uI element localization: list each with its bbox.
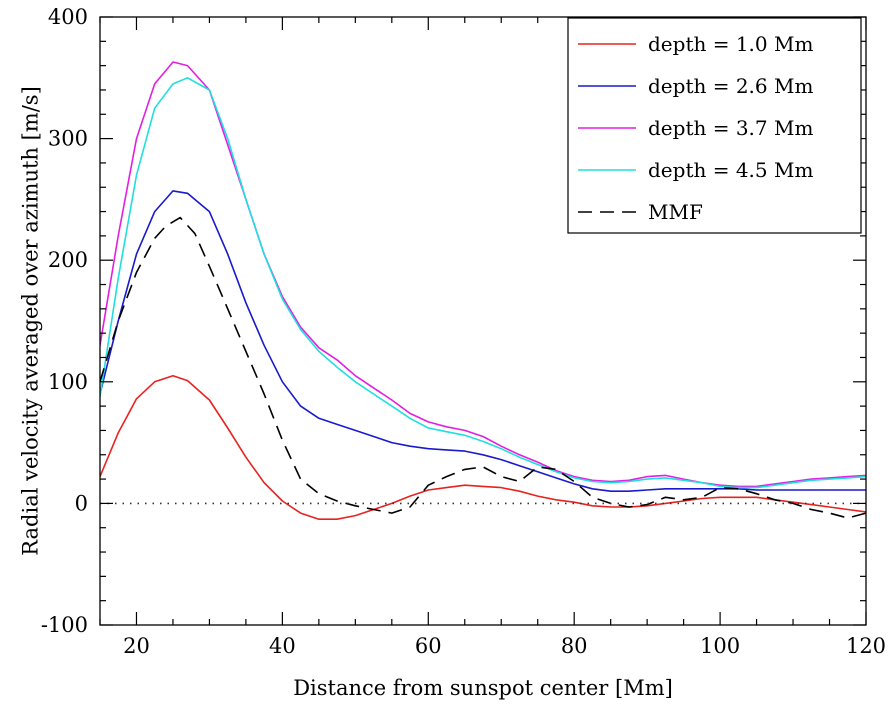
legend-label-depth-2-6: depth = 2.6 Mm bbox=[648, 74, 813, 98]
legend-entry-depth-1-0: depth = 1.0 Mm bbox=[578, 32, 813, 56]
y-tick-label: 100 bbox=[48, 370, 88, 394]
series-line-1 bbox=[100, 190, 866, 493]
y-tick-label: 300 bbox=[48, 127, 88, 151]
x-tick-label: 40 bbox=[269, 634, 296, 658]
legend-label-depth-1-0: depth = 1.0 Mm bbox=[648, 32, 813, 56]
series-layer bbox=[100, 61, 866, 521]
tick-labels-layer: 20 40 60 80 100 120 -100 0 100 200 300 400 bbox=[41, 5, 886, 658]
y-tick-label: 200 bbox=[48, 248, 88, 272]
series-line-0 bbox=[100, 374, 866, 521]
legend-label-depth-3-7: depth = 3.7 Mm bbox=[648, 116, 813, 140]
x-tick-label: 80 bbox=[561, 634, 588, 658]
x-axis-label: Distance from sunspot center [Mm] bbox=[293, 676, 673, 700]
legend-box bbox=[567, 17, 862, 234]
legend: depth = 1.0 Mm depth = 2.6 Mm depth = 3.… bbox=[567, 17, 862, 234]
y-axis-label: Radial velocity averaged over azimuth [m… bbox=[18, 86, 42, 556]
x-tick-label: 120 bbox=[846, 634, 886, 658]
x-tick-label: 20 bbox=[123, 634, 150, 658]
x-tick-label: 100 bbox=[700, 634, 740, 658]
legend-entry-mmf: MMF bbox=[578, 200, 703, 224]
legend-label-mmf: MMF bbox=[648, 200, 703, 224]
legend-label-depth-4-5: depth = 4.5 Mm bbox=[648, 158, 813, 182]
legend-entry-depth-3-7: depth = 3.7 Mm bbox=[578, 116, 813, 140]
series-line-3 bbox=[100, 77, 866, 489]
series-line-4 bbox=[100, 216, 866, 519]
series-line-2 bbox=[100, 61, 866, 488]
plot-frame bbox=[99, 16, 867, 626]
legend-entry-depth-4-5: depth = 4.5 Mm bbox=[578, 158, 813, 182]
y-tick-label: 400 bbox=[48, 5, 88, 29]
x-tick-label: 60 bbox=[415, 634, 442, 658]
legend-entry-depth-2-6: depth = 2.6 Mm bbox=[578, 74, 813, 98]
y-tick-label: -100 bbox=[41, 613, 88, 637]
y-tick-label: 0 bbox=[75, 491, 88, 515]
